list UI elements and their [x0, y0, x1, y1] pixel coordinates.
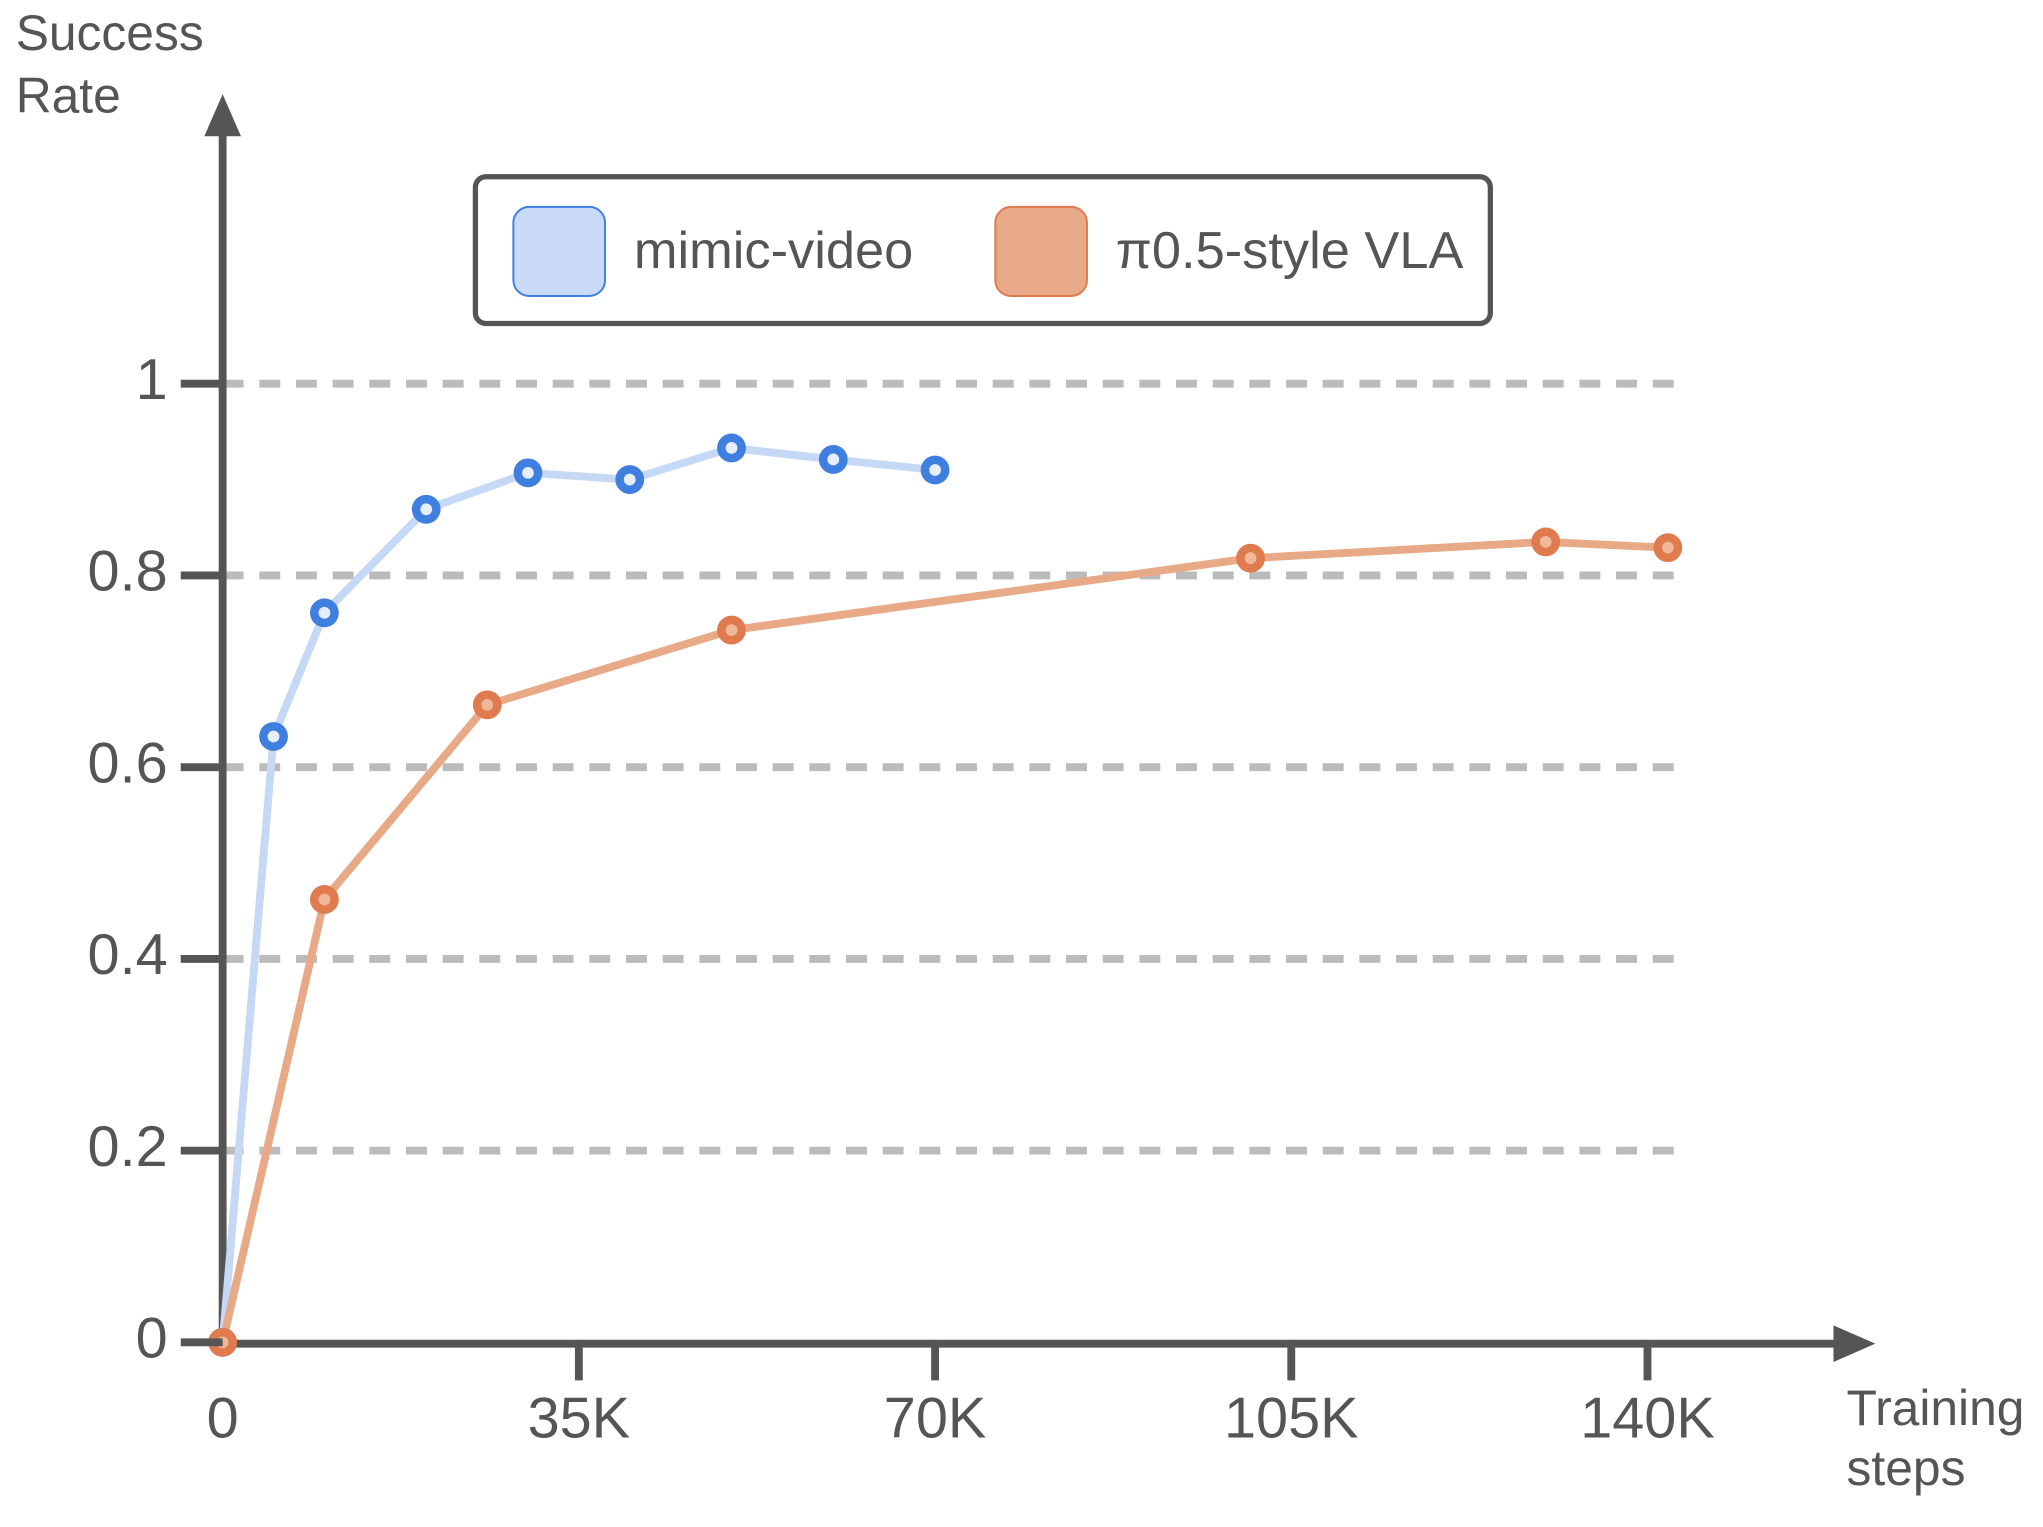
point-center [318, 606, 331, 619]
y-tick-label: 0 [136, 1307, 168, 1371]
point-center [725, 442, 738, 454]
x-tick-label: 140K [1580, 1386, 1715, 1450]
y-axis-label: Success [16, 5, 204, 61]
y-axis-arrow [204, 94, 241, 137]
x-axis-label: Training [1847, 1380, 2025, 1436]
legend-label: mimic-video [634, 222, 913, 280]
point-center [725, 624, 738, 636]
point-center [267, 730, 280, 743]
legend-label: π0.5-style VLA [1116, 222, 1464, 280]
y-tick-label: 0.2 [88, 1115, 168, 1179]
y-axis-label: Rate [16, 68, 121, 124]
legend [472, 174, 1493, 327]
legend-swatch [994, 205, 1088, 297]
y-tick-label: 0.8 [88, 540, 168, 604]
x-axis-arrow [1833, 1325, 1876, 1362]
grid [222, 379, 1674, 1155]
x-tick-label: 105K [1224, 1386, 1359, 1450]
y-tick-label: 0.4 [88, 923, 168, 987]
point-center [1244, 552, 1257, 565]
x-tick-label: 35K [528, 1386, 631, 1450]
point-center [481, 698, 494, 711]
plot [208, 433, 1683, 1357]
y-tick-label: 1 [136, 348, 168, 412]
legend-swatch [512, 205, 607, 297]
point-center [623, 473, 636, 486]
point-center [420, 503, 433, 516]
point-center [827, 453, 840, 466]
point-center [929, 464, 941, 476]
point-center [318, 893, 331, 906]
point-center [522, 466, 534, 479]
point-center [1661, 541, 1674, 554]
series-line [218, 537, 1669, 1344]
point-center [1539, 535, 1552, 548]
legend-items: mimic-video π0.5-style VLA [512, 205, 1464, 297]
x-axis-label: steps [1847, 1440, 1966, 1496]
y-tick-label: 0.6 [88, 731, 168, 795]
x-tick-label: 70K [884, 1386, 987, 1450]
x-tick-label: 0 [207, 1386, 239, 1450]
